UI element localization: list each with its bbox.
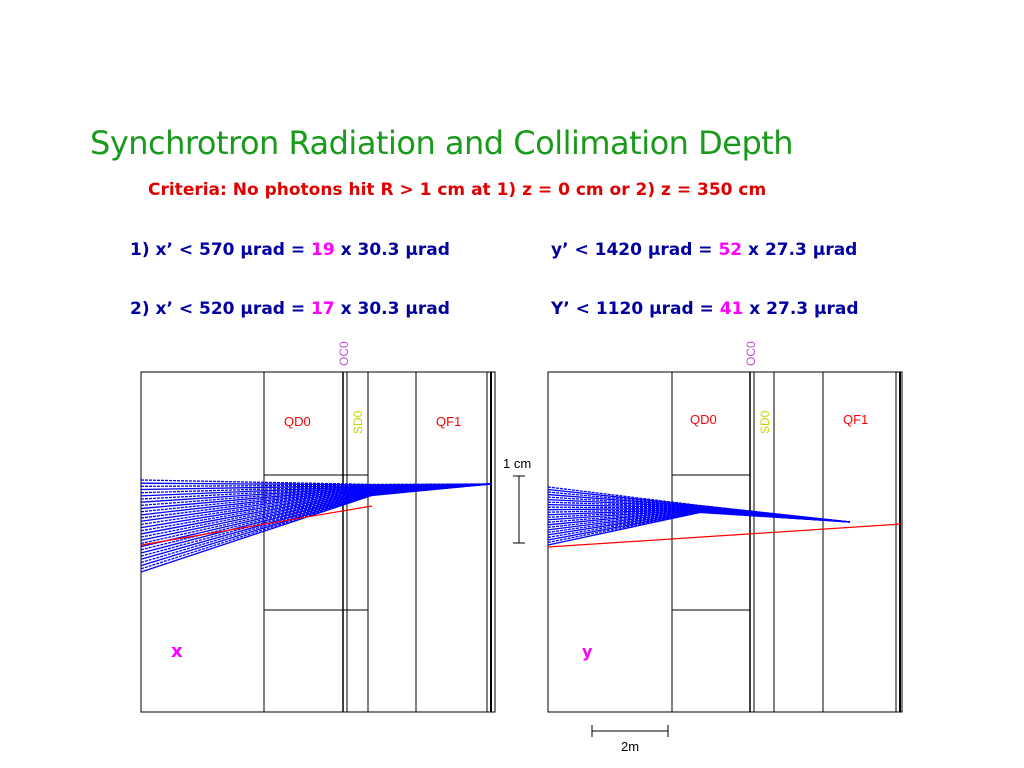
- condition-2-x-multiple: 17: [311, 299, 335, 319]
- condition-2-x-rhs: x 30.3 μrad: [334, 299, 450, 319]
- panel-y-oc0-label: OC0: [744, 341, 758, 366]
- condition-2-y: Y’ < 1120 μrad = 41 x 27.3 μrad: [551, 299, 859, 319]
- horizontal-scale: 2m: [591, 725, 669, 754]
- condition-2-x-lhs: 2) x’ < 520 μrad =: [130, 299, 312, 319]
- vertical-scale-label: 1 cm: [503, 456, 531, 471]
- condition-1-x-rhs: x 30.3 μrad: [334, 240, 450, 260]
- panel-x-frame: [140, 371, 496, 713]
- panel-x-limit-ray: [140, 505, 373, 546]
- condition-2-y-multiple: 41: [719, 299, 744, 319]
- condition-2-y-rhs: x 27.3 μrad: [743, 299, 859, 319]
- panel-x-plane-label: x: [171, 641, 183, 662]
- page-title: Synchrotron Radiation and Collimation De…: [90, 124, 794, 162]
- condition-1-y-multiple: 52: [718, 240, 743, 260]
- panel-y-qf1-label: QF1: [843, 412, 868, 427]
- panel-y-qd0-label: QD0: [690, 412, 717, 427]
- panel-x-qd0-label: QD0: [284, 414, 311, 429]
- panel-x: QD0 QF1 SD0 OC0 x: [140, 341, 496, 713]
- panel-x-oc0-label: OC0: [337, 341, 351, 366]
- photon-ray: [140, 483, 492, 507]
- condition-1-x-lhs: 1) x’ < 570 μrad =: [130, 240, 312, 260]
- criteria-text: Criteria: No photons hit R > 1 cm at 1) …: [148, 180, 767, 200]
- photon-ray: [140, 483, 492, 573]
- panel-y-sd0-label: SD0: [758, 410, 772, 434]
- panel-x-qf1-label: QF1: [436, 414, 461, 429]
- panel-y-limit-ray: [547, 523, 903, 548]
- condition-2-y-lhs: Y’ < 1120 μrad =: [551, 299, 720, 319]
- vertical-scale: 1 cm: [503, 456, 531, 544]
- condition-2-x: 2) x’ < 520 μrad = 17 x 30.3 μrad: [130, 299, 450, 319]
- condition-1-y-lhs: y’ < 1420 μrad =: [551, 240, 719, 260]
- panel-y-plane-label: y: [582, 642, 593, 661]
- panel-x-sd0-label: SD0: [351, 410, 365, 434]
- horizontal-scale-label: 2m: [621, 739, 639, 754]
- condition-1-y-rhs: x 27.3 μrad: [742, 240, 858, 260]
- panel-y-rays: [547, 486, 851, 546]
- condition-1-x: 1) x’ < 570 μrad = 19 x 30.3 μrad: [130, 240, 450, 260]
- photon-ray: [547, 511, 851, 546]
- condition-1-y: y’ < 1420 μrad = 52 x 27.3 μrad: [551, 240, 857, 260]
- panel-x-rays: [140, 479, 492, 573]
- condition-1-x-multiple: 19: [311, 240, 335, 260]
- panel-y: QD0 QF1 SD0 OC0 y: [547, 341, 903, 713]
